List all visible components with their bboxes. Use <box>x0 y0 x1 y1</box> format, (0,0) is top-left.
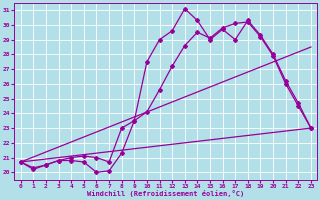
X-axis label: Windchill (Refroidissement éolien,°C): Windchill (Refroidissement éolien,°C) <box>87 190 244 197</box>
